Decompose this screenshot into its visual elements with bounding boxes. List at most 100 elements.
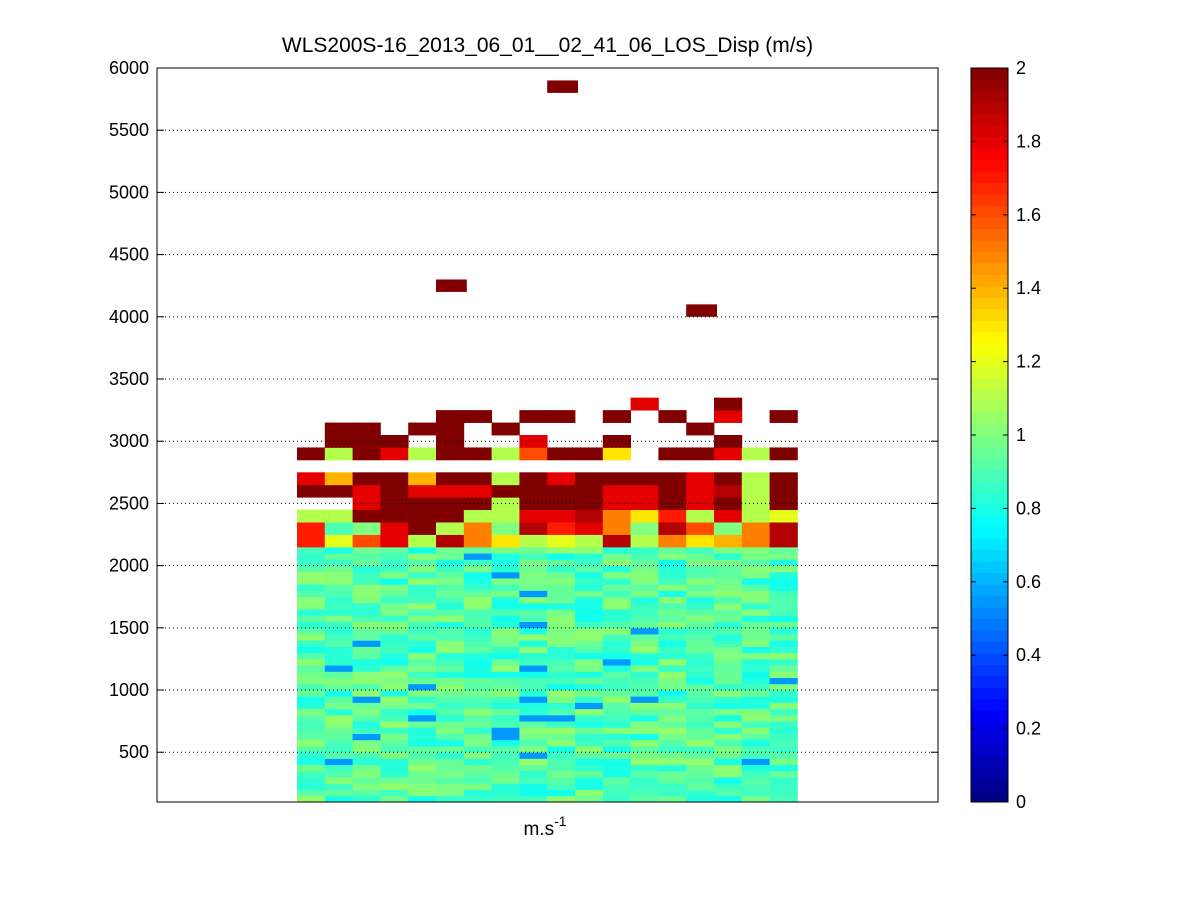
heatmap-cell [519, 559, 548, 567]
heatmap-cell [324, 714, 353, 722]
colorbar-segment [971, 182, 1008, 195]
heatmap-cell [463, 752, 492, 759]
colorbar-segment [971, 721, 1008, 734]
heatmap-cell [297, 634, 326, 641]
heatmap-cell [547, 578, 576, 585]
heatmap-cell [658, 522, 687, 535]
heatmap-cell [658, 746, 687, 753]
heatmap-cell [741, 602, 770, 610]
heatmap-cell [463, 534, 492, 548]
heatmap-cell [463, 665, 492, 672]
heatmap-cell [297, 627, 326, 635]
heatmap-cell [380, 509, 409, 523]
heatmap-cell [714, 609, 743, 616]
heatmap-cell [519, 690, 548, 697]
heatmap-cell [714, 671, 743, 678]
heatmap-cell [491, 665, 520, 672]
heatmap-cell [436, 609, 465, 616]
heatmap-cell [714, 777, 743, 784]
heatmap-cell [658, 509, 687, 523]
heatmap-cell [602, 472, 631, 486]
heatmap-cell [324, 584, 353, 591]
heatmap-cell [380, 789, 409, 797]
heatmap-cell [714, 534, 743, 548]
heatmap-cell [547, 640, 576, 647]
heatmap-cell [297, 714, 326, 722]
heatmap-cell [714, 708, 743, 716]
heatmap-cell [769, 739, 798, 747]
heatmap-cell [519, 590, 548, 598]
heatmap-cell [714, 658, 743, 666]
heatmap-cell [352, 671, 381, 678]
heatmap-cell [463, 658, 492, 666]
heatmap-cell [324, 746, 353, 753]
heatmap-cell [491, 770, 520, 778]
heatmap-cell [714, 646, 743, 654]
heatmap-cell [769, 702, 798, 710]
colorbar-segment [971, 274, 1008, 287]
heatmap-cell [463, 584, 492, 591]
heatmap-cell [408, 777, 437, 784]
heatmap-cell [575, 578, 604, 585]
heatmap-cell [352, 509, 381, 523]
heatmap-cell [380, 590, 409, 598]
heatmap-cell [463, 714, 492, 722]
heatmap-cell [575, 783, 604, 790]
heatmap-cell [324, 777, 353, 784]
heatmap-cell [686, 683, 715, 691]
colorbar-segment [971, 113, 1008, 126]
colorbar-segment [971, 767, 1008, 780]
heatmap-cell [491, 727, 520, 734]
heatmap-cell [519, 410, 548, 423]
heatmap-cell [519, 578, 548, 585]
heatmap-cell [547, 472, 576, 486]
heatmap-cell [630, 571, 659, 579]
heatmap-cell [630, 777, 659, 784]
heatmap-cell [686, 447, 715, 461]
heatmap-cell [658, 789, 687, 797]
y-tick-label: 4000 [109, 307, 149, 327]
heatmap-cell [630, 590, 659, 598]
heatmap-cell [463, 634, 492, 641]
heatmap-cell [408, 727, 437, 734]
heatmap-cell [352, 634, 381, 641]
heatmap-cell [741, 665, 770, 672]
heatmap-cell [491, 627, 520, 635]
heatmap-cell [547, 410, 576, 423]
heatmap-cell [741, 727, 770, 734]
heatmap-cell [491, 671, 520, 678]
plot-frame [156, 67, 939, 803]
heatmap-cell [658, 683, 687, 691]
colorbar-segment [971, 664, 1008, 677]
heatmap-cell [686, 596, 715, 604]
heatmap-cell [463, 509, 492, 523]
heatmap-cell [463, 739, 492, 747]
heatmap-cell [714, 565, 743, 573]
heatmap-cell [630, 584, 659, 591]
heatmap-cell [575, 746, 604, 753]
colorbar-segment [971, 652, 1008, 665]
heatmap-cell [575, 658, 604, 666]
heatmap-cell [297, 764, 326, 772]
heatmap-cell [547, 671, 576, 678]
heatmap-cell [602, 559, 631, 567]
heatmap-cell [324, 435, 353, 448]
heatmap-cell [491, 683, 520, 691]
heatmap-cell [352, 602, 381, 610]
heatmap-cell [408, 789, 437, 797]
heatmap-cell [686, 789, 715, 797]
colorbar-segment [971, 618, 1008, 631]
heatmap-cell [575, 546, 604, 554]
heatmap-cell [686, 634, 715, 641]
heatmap-cell [436, 789, 465, 797]
heatmap-cell [769, 714, 798, 722]
colorbar-segment [971, 79, 1008, 92]
heatmap-cell [769, 690, 798, 697]
heatmap-cell [769, 789, 798, 797]
heatmap-cell [519, 696, 548, 703]
heatmap-cell [380, 615, 409, 623]
heatmap-cell [602, 509, 631, 523]
heatmap-cell [352, 422, 381, 436]
heatmap-cell [769, 509, 798, 523]
heatmap-cell [575, 522, 604, 535]
